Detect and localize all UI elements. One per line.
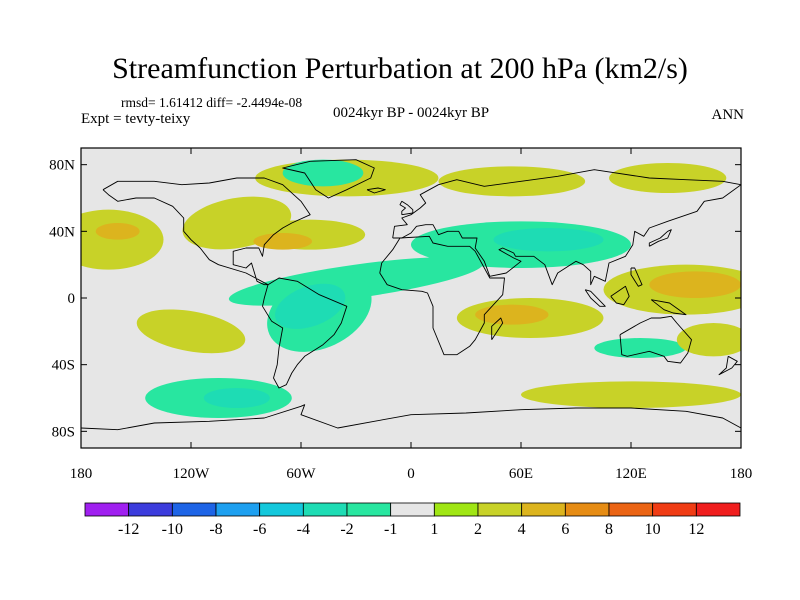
x-axis: 180 120W 60W 0 60E 120E 180	[70, 148, 753, 482]
colorbar-label: -1	[384, 521, 397, 538]
colorbar: -12 -10 -8 -6 -4 -2 -1 1 2 4 6 8 10 12	[84, 502, 741, 538]
period-label: 0024kyr BP - 0024kyr BP	[332, 105, 490, 121]
y-tick-label: 0	[68, 291, 76, 307]
colorbar-label: 1	[430, 521, 438, 538]
season-label: ANN	[711, 107, 745, 123]
colorbar-label: 6	[561, 521, 569, 538]
y-tick-label: 80S	[52, 424, 75, 440]
colorbar-swatch	[652, 502, 697, 517]
contour-region-tasman-high	[676, 323, 741, 357]
contour-region-southeast-pacific-high	[136, 309, 246, 354]
colorbar-swatch	[84, 502, 130, 517]
colorbar-label: 12	[688, 521, 704, 538]
contour-region-australia-low	[594, 338, 687, 358]
colorbar-swatch	[695, 502, 741, 517]
y-tick-label: 40N	[49, 224, 75, 240]
colorbar-swatch	[215, 502, 261, 517]
x-tick-label: 60W	[286, 466, 316, 482]
x-tick-label: 180	[730, 466, 753, 482]
coastline-great-britain	[399, 200, 414, 216]
contour-region-indian-ocean-core	[475, 304, 549, 325]
contour-region-greenland-low	[282, 159, 364, 187]
colorbar-label: -6	[253, 521, 266, 538]
colorbar-swatch	[477, 502, 523, 517]
x-tick-label: 180	[70, 466, 93, 482]
x-tick-label: 60E	[509, 466, 533, 482]
colorbar-label: 8	[605, 521, 613, 538]
stats-label: rmsd= 1.61412 diff= -2.4494e-08	[121, 95, 303, 110]
coastline-africa	[379, 235, 505, 356]
contour-region-north-pacific-high	[81, 209, 164, 270]
coastline-south-america	[262, 277, 348, 389]
contour-region-arctic-siberia-high	[438, 166, 586, 197]
coastline-new-zealand	[718, 355, 738, 376]
coastline-greenland	[282, 159, 375, 199]
coastline-australia	[619, 315, 692, 364]
contour-fields	[81, 159, 741, 418]
colorbar-label: -12	[118, 521, 139, 538]
colorbar-swatch	[390, 502, 435, 517]
y-tick-label: 80N	[49, 158, 75, 174]
x-tick-label: 120E	[615, 466, 647, 482]
contour-region-arctic-east-high	[609, 163, 727, 193]
colorbar-label: -10	[162, 521, 183, 538]
coastline-iceland	[366, 187, 386, 194]
coastline-antarctica	[81, 404, 741, 431]
colorbar-label: 2	[474, 521, 482, 538]
contour-region-southern-ocean-high	[521, 381, 741, 408]
colorbar-swatch	[128, 502, 173, 517]
coastline-new-guinea	[650, 299, 687, 316]
y-axis: 80N 40N 0 40S 80S	[49, 158, 741, 440]
colorbar-swatch	[346, 502, 392, 517]
contour-region-south-pacific-core	[203, 388, 270, 408]
colorbar-label: 10	[645, 521, 661, 538]
contour-region-mid-atlantic-core	[253, 233, 312, 250]
coastline-eurasia	[392, 169, 741, 286]
coastline-philippines	[630, 267, 643, 287]
coastline-japan	[648, 229, 672, 247]
coastline-borneo	[610, 285, 630, 306]
y-tick-label: 40S	[52, 358, 75, 374]
coastline-north-america	[102, 177, 311, 286]
colorbar-label: 4	[518, 521, 526, 538]
colorbar-label: -8	[209, 521, 222, 538]
x-tick-label: 0	[407, 466, 415, 482]
colorbar-swatch	[521, 502, 566, 517]
colorbar-swatch	[302, 502, 348, 517]
colorbar-swatch	[564, 502, 610, 517]
colorbar-label: -4	[297, 521, 310, 538]
coastline-sumatra	[584, 289, 606, 307]
colorbar-label: -2	[340, 521, 353, 538]
coastlines	[81, 159, 741, 431]
contour-region-west-pacific-core	[649, 271, 741, 298]
colorbar-swatch	[608, 502, 654, 517]
colorbar-swatch	[259, 502, 304, 517]
contour-region-india-low-core	[493, 228, 604, 252]
contour-region-south-america-core	[275, 283, 346, 329]
contour-region-north-pacific-core	[95, 223, 140, 240]
experiment-label: Expt = tevty-teixy	[81, 111, 191, 127]
colorbar-swatch	[433, 502, 479, 517]
coastline-madagascar	[491, 317, 504, 340]
x-tick-label: 120W	[173, 466, 211, 482]
chart-title: Streamfunction Perturbation at 200 hPa (…	[112, 52, 688, 85]
colorbar-swatch	[171, 502, 217, 517]
